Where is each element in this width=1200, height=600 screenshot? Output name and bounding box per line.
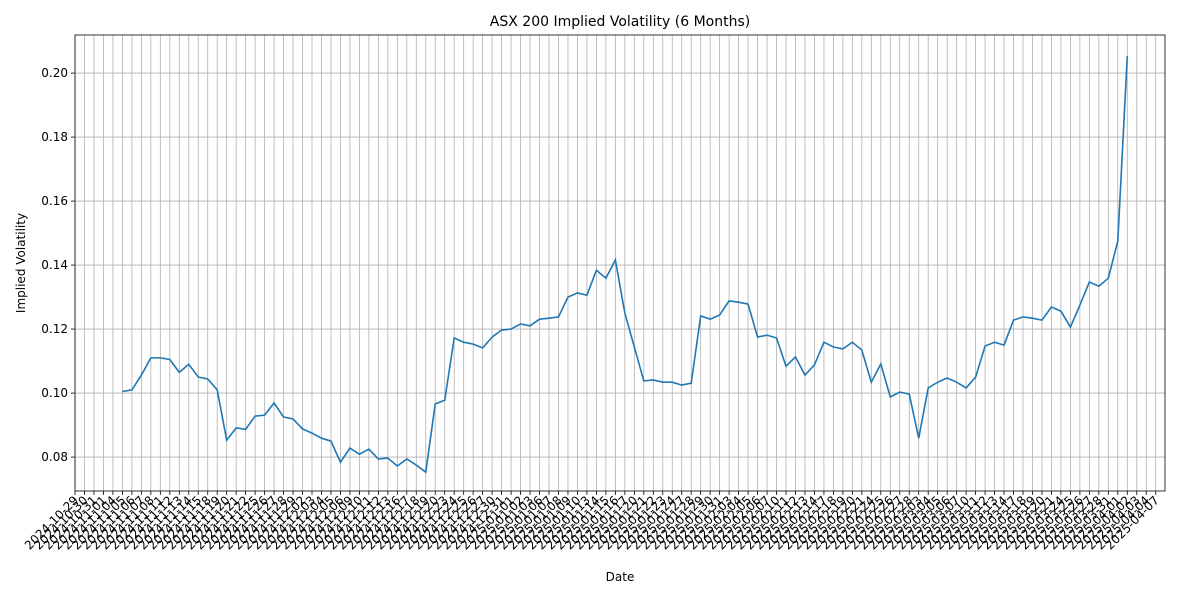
y-tick-label: 0.16 bbox=[41, 194, 68, 208]
chart-title: ASX 200 Implied Volatility (6 Months) bbox=[490, 14, 750, 30]
y-axis-label: Implied Volatility bbox=[14, 213, 28, 313]
y-tick-label: 0.10 bbox=[41, 386, 68, 400]
plot-frame bbox=[74, 34, 1166, 492]
y-tick-label: 0.20 bbox=[41, 66, 68, 80]
y-tick-label: 0.14 bbox=[41, 258, 68, 272]
y-tick-label: 0.12 bbox=[41, 322, 68, 336]
line bbox=[122, 56, 1129, 474]
y-tick-label: 0.08 bbox=[41, 450, 68, 464]
y-tick-label: 0.18 bbox=[41, 130, 68, 144]
x-axis-label: Date bbox=[606, 570, 635, 584]
